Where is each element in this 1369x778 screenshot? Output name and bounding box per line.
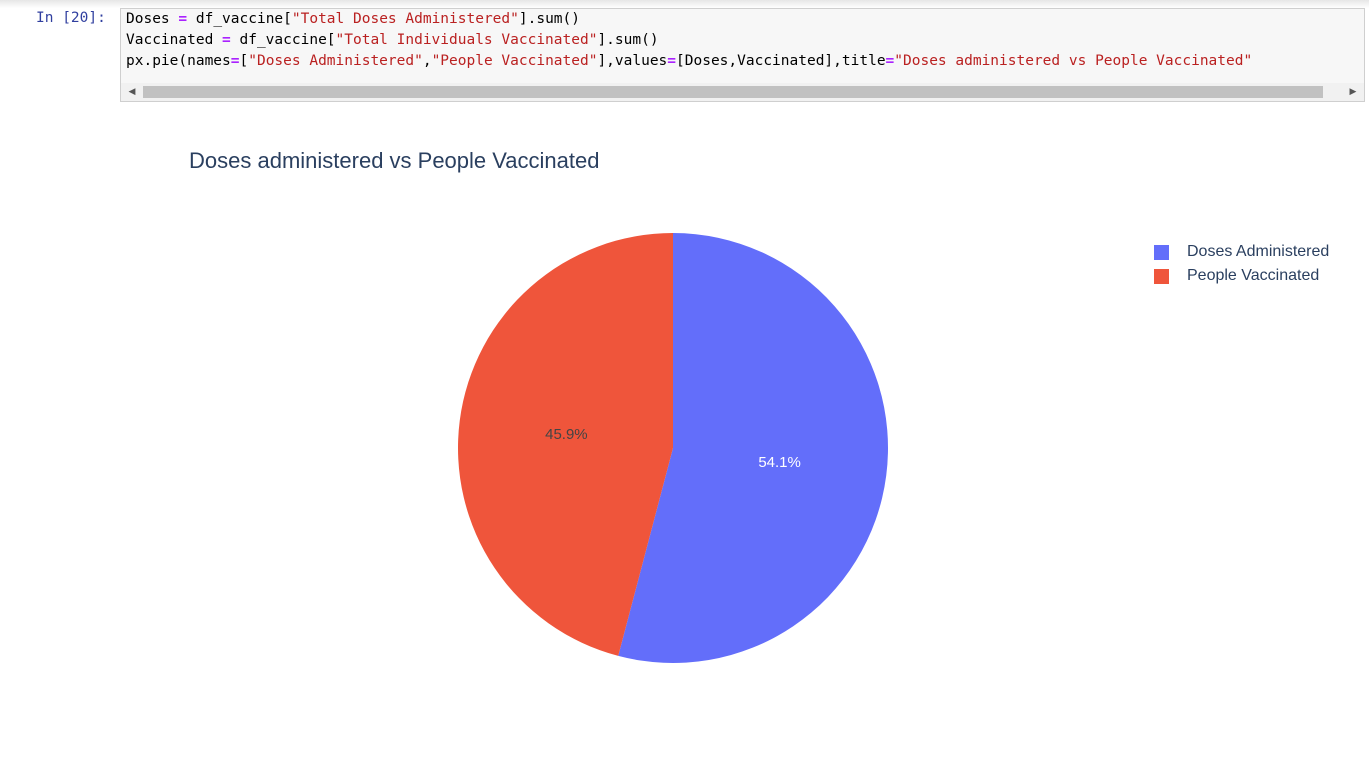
horizontal-scrollbar[interactable]: ◀ ▶ [121, 83, 1364, 101]
code-token: = [885, 53, 895, 69]
code-token: px.pie(names [126, 53, 231, 69]
code-line: Vaccinated = df_vaccine["Total Individua… [126, 30, 1252, 51]
pie-slice-label: 45.9% [545, 426, 588, 443]
chart-title: Doses administered vs People Vaccinated [189, 148, 600, 173]
scroll-left-icon[interactable]: ◀ [128, 87, 136, 97]
code-line: Doses = df_vaccine["Total Doses Administ… [126, 9, 1252, 30]
scroll-right-icon[interactable]: ▶ [1349, 87, 1357, 97]
legend-swatch [1154, 268, 1169, 284]
code-token: "Doses administered vs People Vaccinated… [894, 53, 1253, 69]
pie-slice-label: 54.1% [758, 454, 801, 471]
code-token: Vaccinated [126, 32, 223, 48]
code-token: = [230, 53, 240, 69]
chart-legend[interactable]: Doses Administered People Vaccinated [1154, 240, 1329, 288]
legend-label: People Vaccinated [1187, 267, 1320, 284]
code-token: [ [239, 53, 249, 69]
code-token: = [178, 11, 188, 27]
code-token: ].sum() [518, 11, 580, 27]
code-token: df_vaccine[ [230, 32, 336, 48]
code-input-area[interactable]: Doses = df_vaccine["Total Doses Administ… [120, 8, 1365, 102]
code-token: "Total Individuals Vaccinated" [335, 32, 598, 48]
code-token: "Total Doses Administered" [291, 11, 519, 27]
legend-label: Doses Administered [1187, 243, 1330, 260]
legend-item[interactable]: People Vaccinated [1154, 264, 1329, 288]
code-line: px.pie(names=["Doses Administered","Peop… [126, 51, 1252, 72]
code-token: [Doses,Vaccinated],title [676, 53, 886, 69]
code-token: df_vaccine[ [187, 11, 292, 27]
code-token: "Doses Administered" [248, 53, 423, 69]
code-token: ].sum() [597, 32, 659, 48]
code-editor[interactable]: Doses = df_vaccine["Total Doses Administ… [126, 9, 1252, 72]
pie-slice-doses-administered[interactable] [618, 233, 889, 664]
legend-swatch [1154, 244, 1169, 260]
code-token: = [222, 32, 231, 48]
code-token: , [422, 53, 432, 69]
code-token: ],values [597, 53, 668, 69]
legend-item[interactable]: Doses Administered [1154, 240, 1329, 264]
code-token: Doses [126, 11, 179, 27]
pie-slice-people-vaccinated[interactable] [458, 233, 673, 656]
notebook-toolbar-edge [0, 0, 1369, 8]
cell-prompt: In [20]: [36, 10, 106, 26]
code-token: "People Vaccinated" [431, 53, 598, 69]
code-token: = [667, 53, 677, 69]
scrollbar-thumb[interactable] [143, 86, 1323, 98]
